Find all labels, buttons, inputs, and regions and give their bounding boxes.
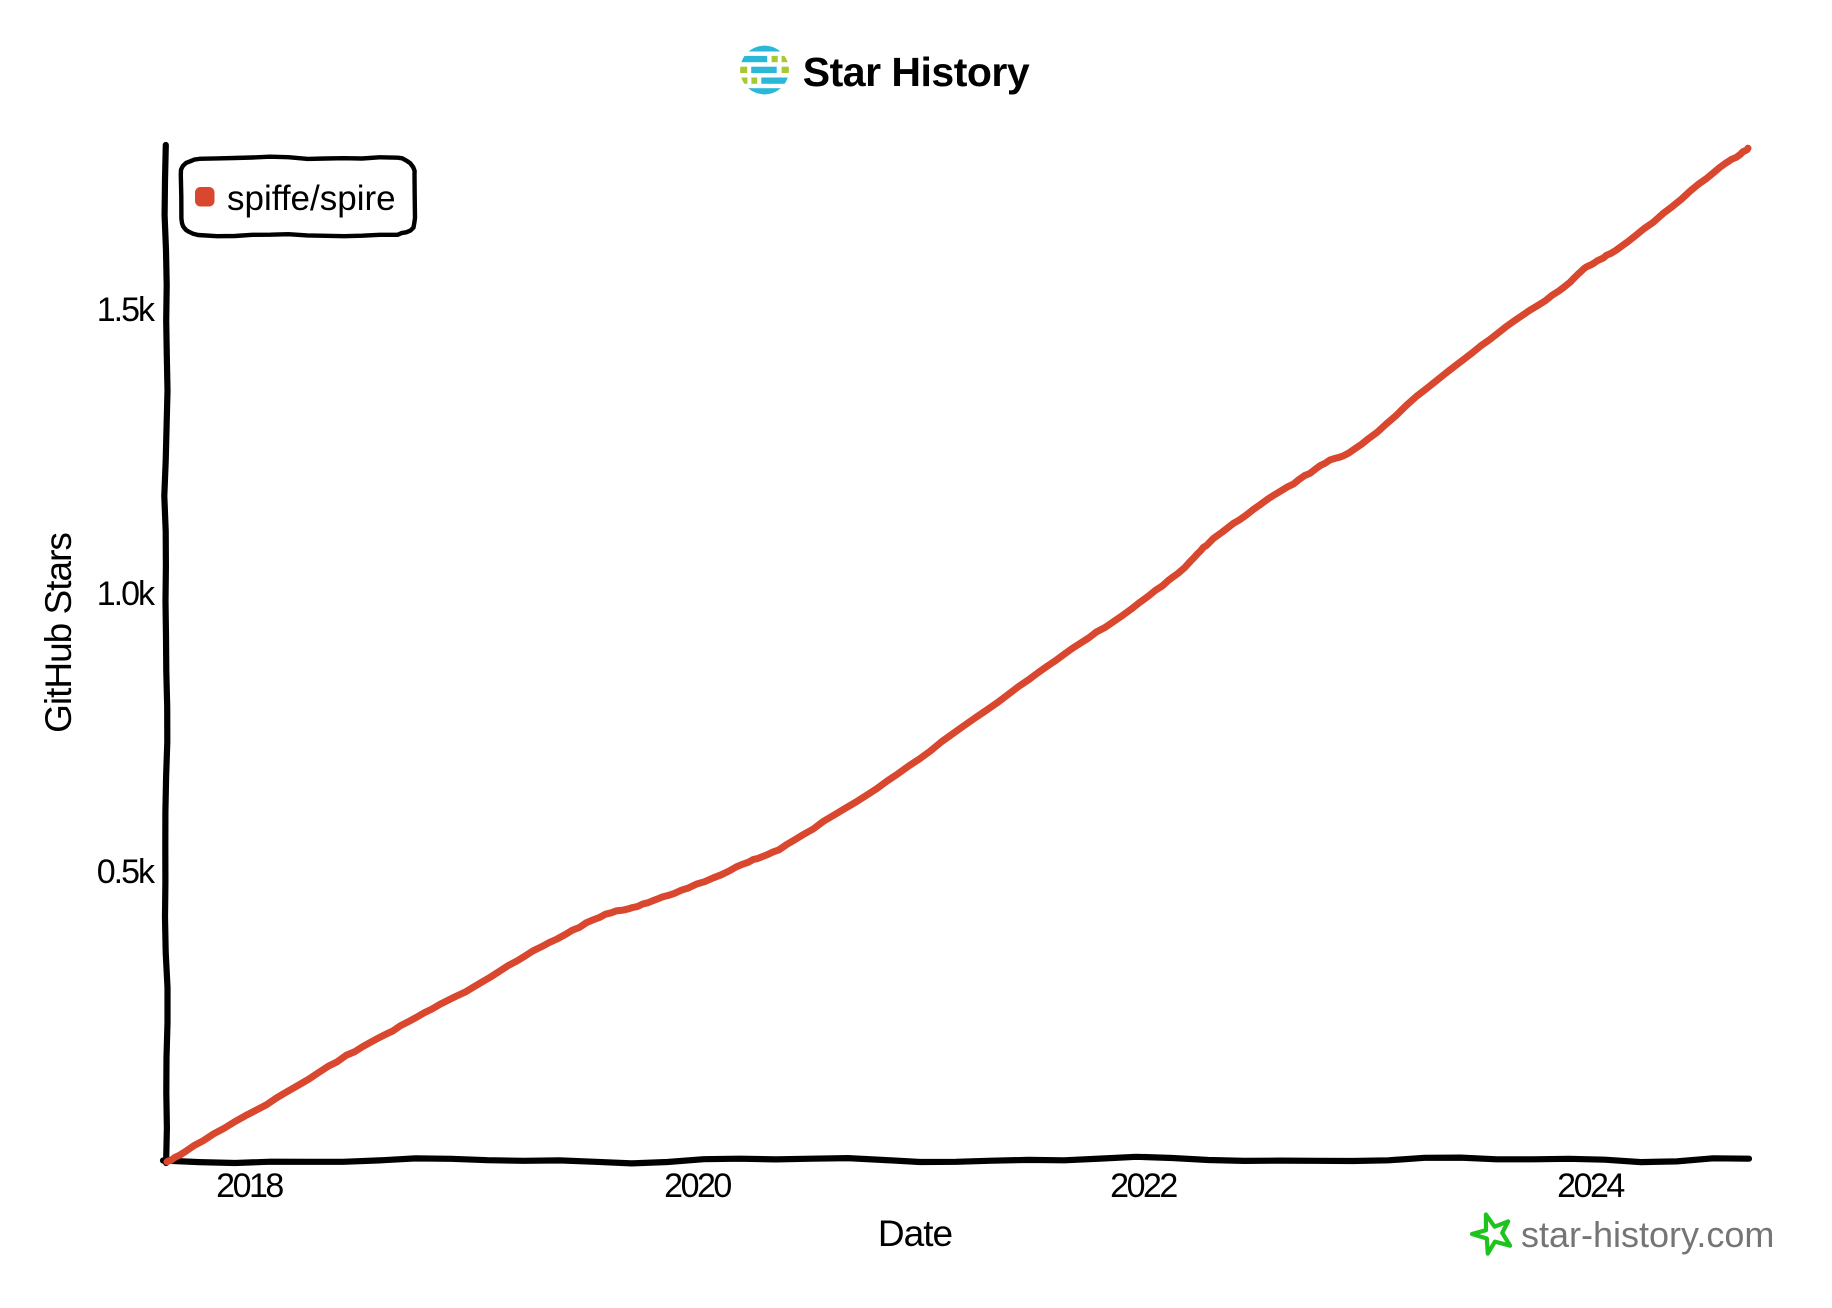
svg-text:GitHub Stars: GitHub Stars <box>38 533 79 733</box>
svg-text:star-history.com: star-history.com <box>1521 1214 1774 1255</box>
svg-text:0.5k: 0.5k <box>97 853 156 891</box>
svg-text:Date: Date <box>878 1213 952 1254</box>
svg-text:2022: 2022 <box>1110 1167 1177 1205</box>
svg-text:Star History: Star History <box>803 49 1030 95</box>
svg-text:2020: 2020 <box>664 1167 731 1205</box>
svg-text:1.5k: 1.5k <box>97 291 156 329</box>
svg-text:2024: 2024 <box>1557 1167 1624 1205</box>
svg-text:2018: 2018 <box>216 1167 283 1205</box>
svg-text:1.0k: 1.0k <box>97 575 156 613</box>
svg-text:spiffe/spire: spiffe/spire <box>227 179 396 218</box>
